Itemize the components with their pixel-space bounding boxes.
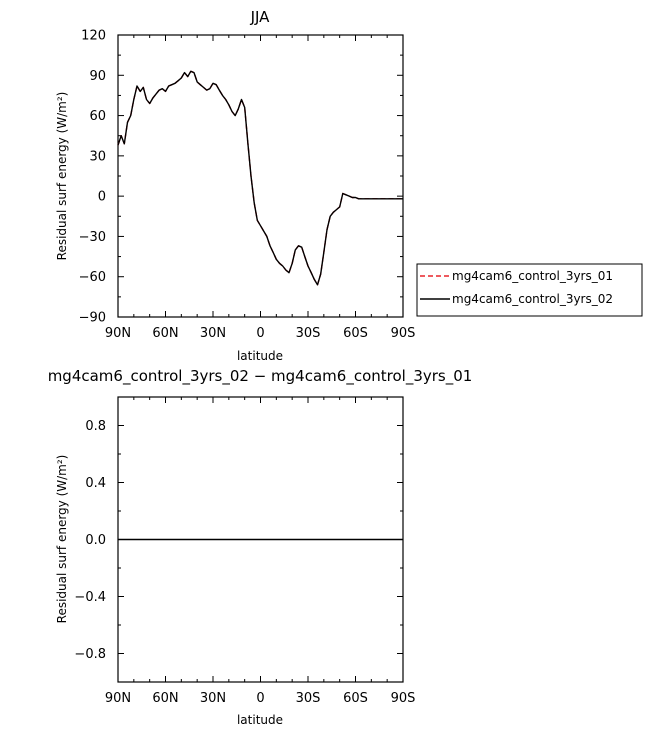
series-line-1 xyxy=(117,70,403,286)
bottom-chart: mg4cam6_control_3yrs_02 − mg4cam6_contro… xyxy=(48,367,473,727)
x-tick-label: 30S xyxy=(296,691,321,706)
bottom-x-axis-label: latitude xyxy=(237,713,283,727)
x-tick-label: 60N xyxy=(152,326,178,341)
legend-box xyxy=(416,263,643,317)
x-tick-label: 60S xyxy=(343,691,368,706)
x-tick-label: 90S xyxy=(391,691,416,706)
bottom-y-axis-label: Residual surf energy (W/m²) xyxy=(55,455,69,624)
x-tick-label: 0 xyxy=(256,326,264,341)
top-chart: JJA 90N 60N 30N 0 30S 60S 90S −90 −60 −30 0 30 60 90 1… xyxy=(55,8,415,363)
y-tick-label: −30 xyxy=(79,230,106,245)
x-tick-label: 60N xyxy=(152,691,178,706)
x-tick-label: 30N xyxy=(200,691,226,706)
y-tick-label: 60 xyxy=(89,109,106,124)
top-ticks: 90N 60N 30N 0 30S 60S 90S −90 −60 −30 0 30 60 90 120 xyxy=(79,29,416,342)
x-tick-label: 0 xyxy=(256,691,264,706)
bottom-chart-title: mg4cam6_control_3yrs_02 − mg4cam6_contro… xyxy=(48,367,473,386)
top-plot-frame xyxy=(117,34,404,318)
x-tick-label: 30S xyxy=(296,326,321,341)
legend: mg4cam6_control_3yrs_01 mg4cam6_control_… xyxy=(416,263,643,317)
x-tick-label: 60S xyxy=(343,326,368,341)
bottom-ticks: 90N 60N 30N 0 30S 60S 90S −0.8 −0.4 0.0 0.4 0.8 xyxy=(74,397,415,706)
y-tick-label: −0.4 xyxy=(74,590,106,605)
legend-label-series-01: mg4cam6_control_3yrs_01 xyxy=(452,269,613,283)
y-tick-label: −90 xyxy=(79,311,106,326)
y-tick-label: 120 xyxy=(81,29,106,44)
x-tick-label: 90N xyxy=(105,326,131,341)
y-tick-label: 30 xyxy=(89,149,106,164)
x-tick-label: 90N xyxy=(105,691,131,706)
x-tick-label: 90S xyxy=(391,326,416,341)
y-tick-label: 0.4 xyxy=(85,476,106,491)
top-chart-title: JJA xyxy=(250,8,271,26)
y-tick-label: 0 xyxy=(98,190,106,205)
top-series-group xyxy=(117,70,403,286)
y-tick-label: 0.0 xyxy=(85,533,106,548)
y-tick-label: −60 xyxy=(79,270,106,285)
legend-label-series-02: mg4cam6_control_3yrs_02 xyxy=(452,292,613,306)
top-x-axis-label: latitude xyxy=(237,349,283,363)
y-tick-label: −0.8 xyxy=(74,647,106,662)
y-tick-label: 0.8 xyxy=(85,419,106,434)
x-tick-label: 30N xyxy=(200,326,226,341)
top-y-axis-label: Residual surf energy (W/m²) xyxy=(55,92,69,261)
y-tick-label: 90 xyxy=(89,69,106,84)
series-line-0 xyxy=(117,70,403,286)
